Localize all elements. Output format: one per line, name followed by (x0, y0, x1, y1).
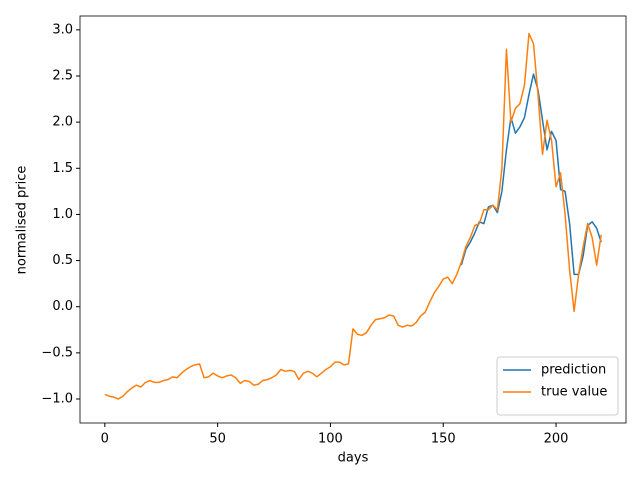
y-tick-label: 0.0 (52, 299, 73, 314)
axes-frame (79, 15, 627, 424)
y-axis-label: normalised price (15, 166, 30, 275)
y-tick-label: 0.5 (52, 253, 73, 268)
legend-label: true value (541, 385, 607, 400)
y-tick-label: 3.0 (52, 22, 73, 37)
x-tick-label: 100 (318, 432, 343, 447)
legend-box (496, 356, 619, 416)
x-tick-label: 0 (101, 432, 109, 447)
x-axis-label: days (338, 451, 369, 466)
y-tick-label: 2.0 (52, 115, 73, 130)
y-tick-label: 2.5 (52, 68, 73, 83)
x-tick-label: 50 (209, 432, 226, 447)
line (104, 32, 602, 400)
legend: prediction true value (496, 356, 619, 416)
y-tick-label: 1.0 (52, 207, 73, 222)
y-tick-label: −1.0 (41, 392, 73, 407)
y-tick-label: 1.5 (52, 161, 73, 176)
x-tick-label: 150 (431, 432, 456, 447)
legend-label: prediction (541, 363, 606, 378)
y-tick-label: −0.5 (41, 345, 73, 360)
x-tick-label: 200 (544, 432, 569, 447)
